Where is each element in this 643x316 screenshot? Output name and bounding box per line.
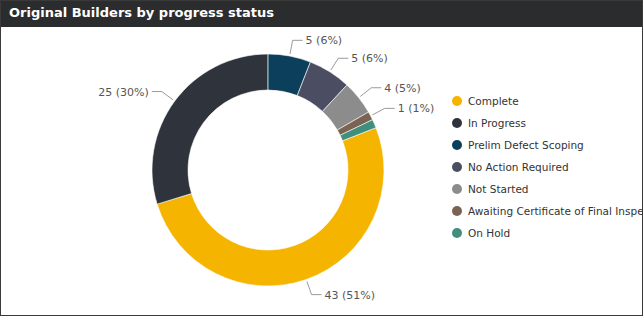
legend-marker [452,140,462,150]
legend-marker [452,162,462,172]
chart-svg: 43 (51%) 25 (30%) 5 (6%) 5 (6%) 4 (5%) 1 (1%)… [0,0,643,316]
legend-label: Not Started [468,183,529,195]
data-label: 5 (6%) [306,34,343,47]
leader-line [331,58,348,70]
legend-marker [452,206,462,216]
data-label: 4 (5%) [384,82,421,95]
legend-label: Awaiting Certificate of Final Inspection [468,205,643,217]
data-label: 43 (51%) [325,289,376,302]
leader-line [307,281,322,294]
legend-marker [452,118,462,128]
legend-label: Prelim Defect Scoping [468,139,584,151]
donut-slice [340,120,376,141]
chart-title: Original Builders by progress status [9,5,274,20]
slices [152,54,384,286]
legend-label: In Progress [468,117,526,129]
data-label: 1 (1%) [398,102,435,115]
legend-marker [452,184,462,194]
legend-marker [452,96,462,106]
data-label: 25 (30%) [98,86,149,99]
leader-line [152,92,173,100]
legend-label: On Hold [468,227,510,239]
legend-marker [452,228,462,238]
legend-label: Complete [468,95,519,107]
donut-slice [152,54,268,204]
legend-label: No Action Required [468,161,569,173]
leader-line [360,88,381,97]
legend: Complete In Progress Prelim Defect Scoping… [452,95,643,239]
leader-line [290,40,303,54]
data-label: 5 (6%) [351,52,388,65]
leader-line [372,108,394,115]
title-bar: Original Builders by progress status [1,1,642,27]
donut-slice [157,128,384,286]
data-labels: 43 (51%) 25 (30%) 5 (6%) 5 (6%) 4 (5%) 1 (1%) [98,34,434,301]
